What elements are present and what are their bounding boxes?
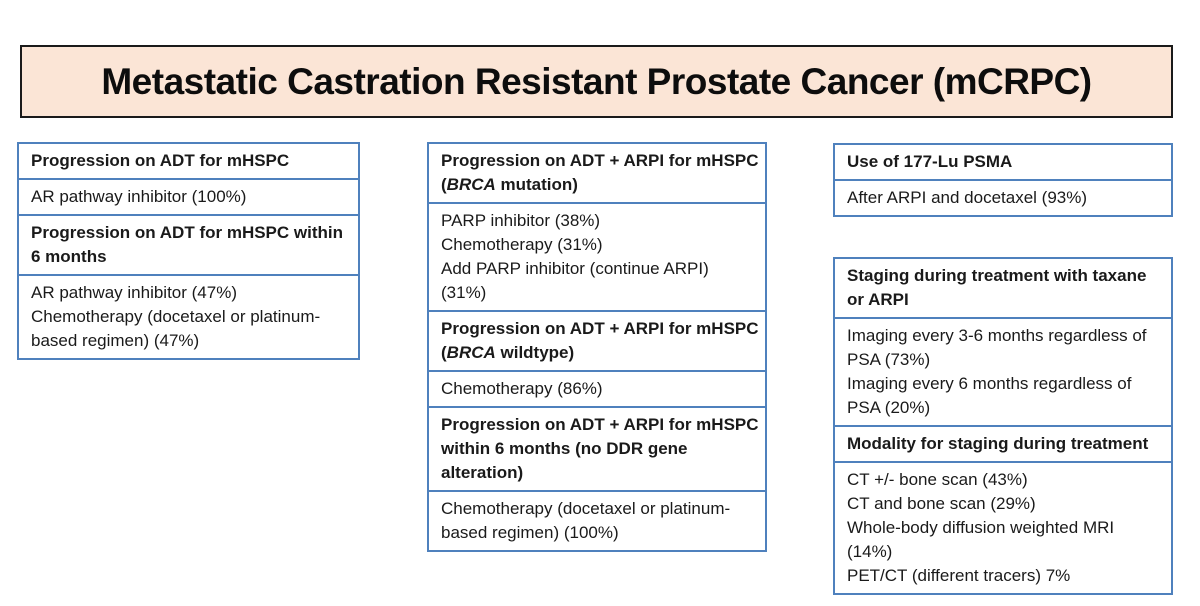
header-line: or ARPI [847, 290, 909, 309]
header-line: Progression on ADT for mHSPC within [31, 223, 343, 242]
body-line: PSA (73%) [847, 350, 931, 369]
header-line: Progression on ADT for mHSPC [31, 151, 290, 170]
column-progression-adt: Progression on ADT for mHSPC AR pathway … [17, 142, 360, 360]
header-staging-during-treatment: Staging during treatment with taxane or … [833, 257, 1173, 319]
header-line: within 6 months (no DDR gene [441, 439, 688, 458]
body-line: CT and bone scan (29%) [847, 494, 1036, 513]
body-line: PET/CT (different tracers) 7% [847, 566, 1071, 585]
body-line: CT +/- bone scan (43%) [847, 470, 1028, 489]
body-line: Chemotherapy (86%) [441, 379, 603, 398]
header-text-post: wildtype) [495, 343, 575, 362]
header-line: alteration) [441, 463, 524, 482]
body-ar-pathway-100: AR pathway inhibitor (100%) [17, 178, 360, 216]
header-progression-adt-mhspc: Progression on ADT for mHSPC [17, 142, 360, 180]
body-chemotherapy-100: Chemotherapy (docetaxel or platinum- bas… [427, 490, 767, 552]
body-parp-chemo-options: PARP inhibitor (38%) Chemotherapy (31%) … [427, 202, 767, 312]
body-line: Chemotherapy (docetaxel or platinum- [31, 307, 321, 326]
body-line: based regimen) (100%) [441, 523, 619, 542]
body-chemotherapy-86: Chemotherapy (86%) [427, 370, 767, 408]
body-line: AR pathway inhibitor (100%) [31, 187, 247, 206]
body-line: Add PARP inhibitor (continue ARPI) [441, 259, 709, 278]
body-line: based regimen) (47%) [31, 331, 200, 350]
header-progression-adt-mhspc-6-months: Progression on ADT for mHSPC within 6 mo… [17, 214, 360, 276]
header-line: Progression on ADT + ARPI for mHSPC [441, 319, 759, 338]
header-line: Progression on ADT + ARPI for mHSPC [441, 415, 759, 434]
header-line: Staging during treatment with taxane [847, 266, 1147, 285]
header-adt-arpi-6-months-no-ddr: Progression on ADT + ARPI for mHSPC with… [427, 406, 767, 492]
brca-gene-italic: BRCA [446, 343, 496, 362]
body-imaging-frequency: Imaging every 3-6 months regardless of P… [833, 317, 1173, 427]
header-use-of-177-lu-psma: Use of 177-Lu PSMA [833, 143, 1173, 181]
body-line: AR pathway inhibitor (47%) [31, 283, 237, 302]
brca-gene-italic: BRCA [446, 175, 496, 194]
column-staging: Staging during treatment with taxane or … [833, 257, 1173, 595]
body-staging-modalities: CT +/- bone scan (43%) CT and bone scan … [833, 461, 1173, 595]
header-adt-arpi-brca-wildtype: Progression on ADT + ARPI for mHSPC (BRC… [427, 310, 767, 372]
body-line: After ARPI and docetaxel (93%) [847, 188, 1088, 207]
header-text-pre: ( [441, 175, 447, 194]
body-line: (31%) [441, 283, 487, 302]
header-text-post: mutation) [495, 175, 578, 194]
page-title: Metastatic Castration Resistant Prostate… [101, 60, 1092, 102]
column-lu-psma: Use of 177-Lu PSMA After ARPI and doceta… [833, 143, 1173, 217]
header-modality-for-staging: Modality for staging during treatment [833, 425, 1173, 463]
header-line: Modality for staging during treatment [847, 434, 1149, 453]
body-line: Chemotherapy (31%) [441, 235, 603, 254]
body-line: (14%) [847, 542, 893, 561]
body-after-arpi-docetaxel-93: After ARPI and docetaxel (93%) [833, 179, 1173, 217]
body-line: PSA (20%) [847, 398, 931, 417]
body-line: Imaging every 3-6 months regardless of [847, 326, 1147, 345]
body-line: Imaging every 6 months regardless of [847, 374, 1132, 393]
body-line: PARP inhibitor (38%) [441, 211, 601, 230]
header-line: Progression on ADT + ARPI for mHSPC [441, 151, 759, 170]
header-line: (BRCA wildtype) [441, 341, 757, 365]
body-ar-pathway-chemo-47: AR pathway inhibitor (47%) Chemotherapy … [17, 274, 360, 360]
header-line: (BRCA mutation) [441, 173, 757, 197]
header-line: 6 months [31, 247, 107, 266]
body-line: Whole-body diffusion weighted MRI [847, 518, 1115, 537]
body-line: Chemotherapy (docetaxel or platinum- [441, 499, 731, 518]
header-adt-arpi-brca-mutation: Progression on ADT + ARPI for mHSPC (BRC… [427, 142, 767, 204]
column-progression-adt-arpi: Progression on ADT + ARPI for mHSPC (BRC… [427, 142, 767, 552]
title-banner: Metastatic Castration Resistant Prostate… [20, 45, 1173, 118]
header-text-pre: ( [441, 343, 447, 362]
header-line: Use of 177-Lu PSMA [847, 152, 1013, 171]
